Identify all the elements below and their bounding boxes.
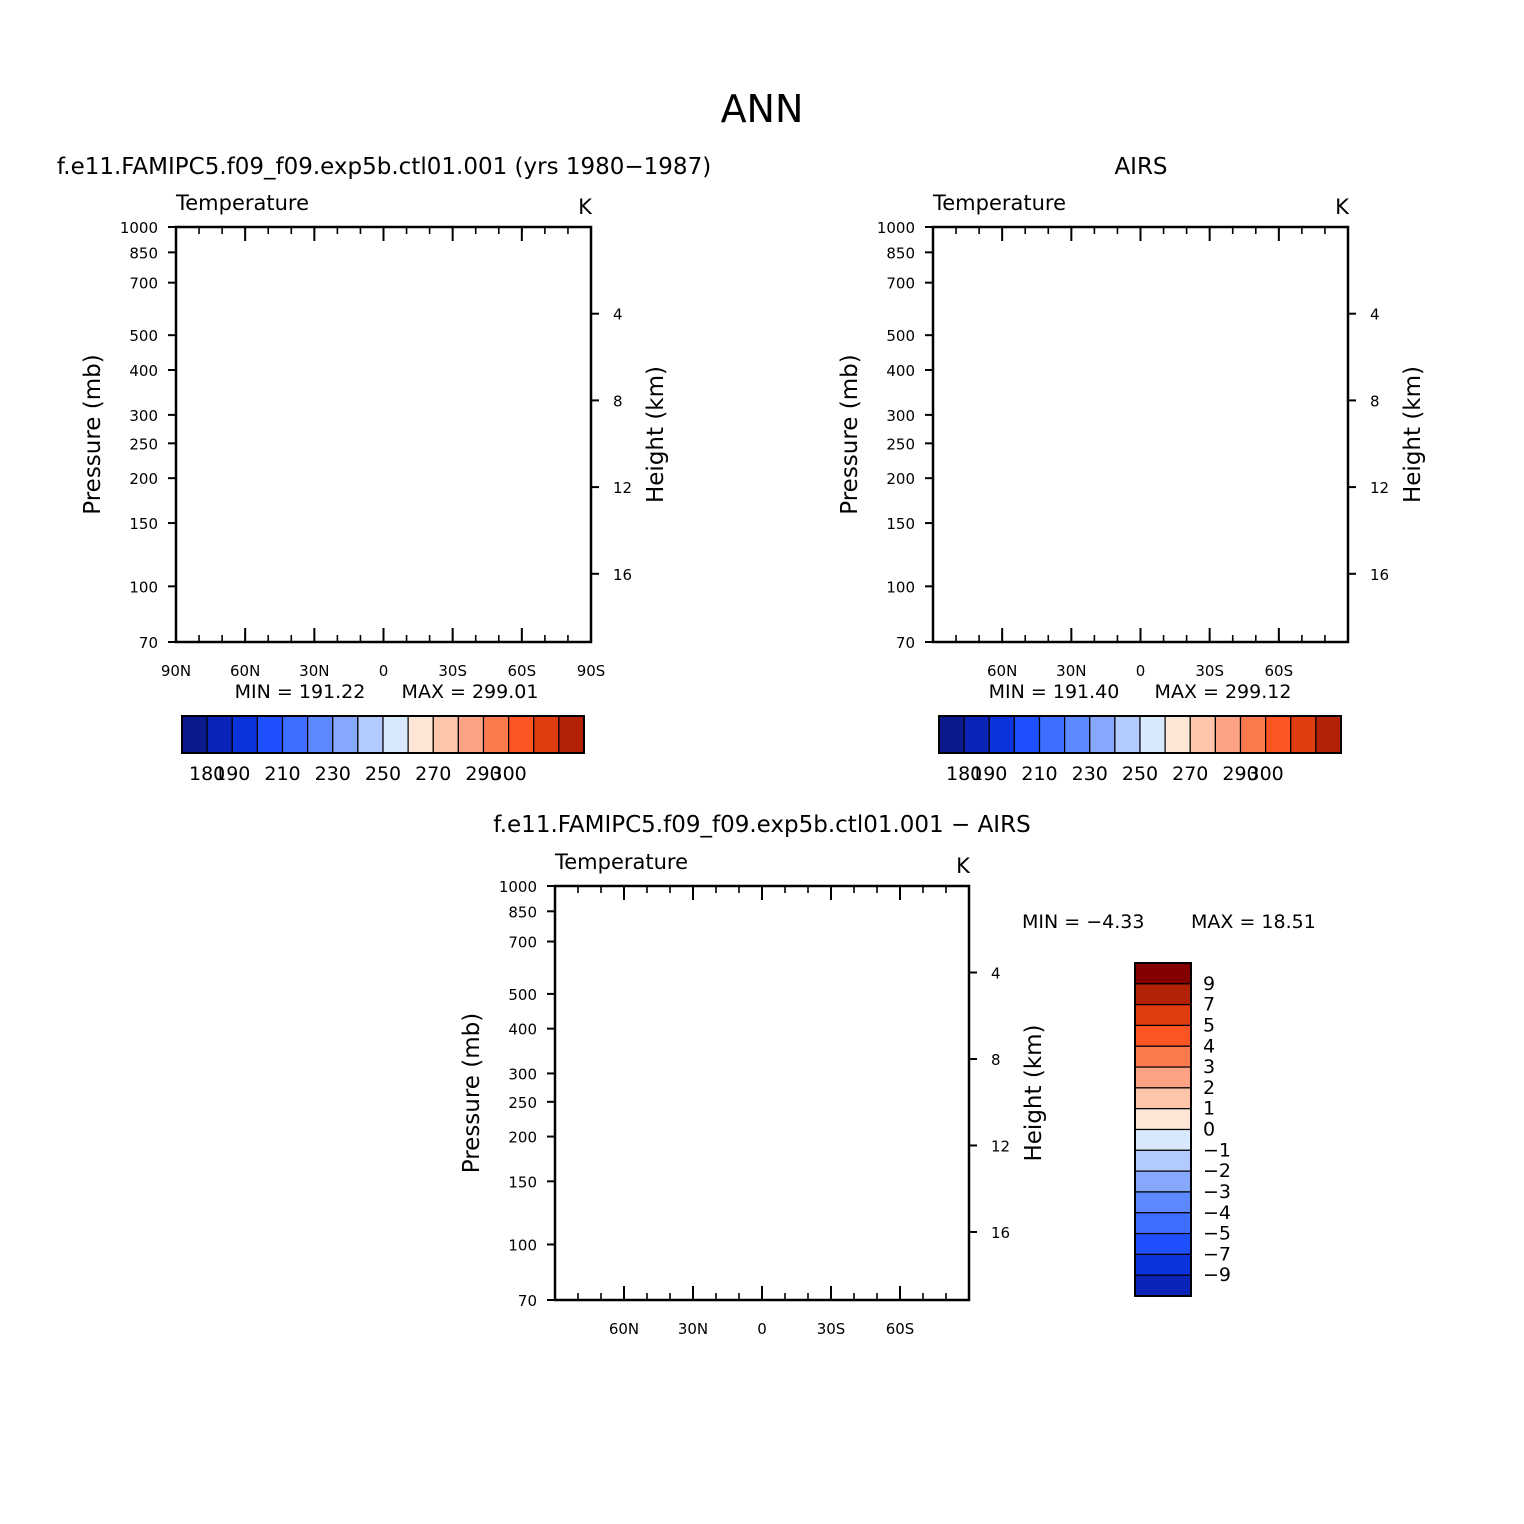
model-units-label: K [578, 195, 593, 219]
model-colorbar-box [382, 715, 409, 754]
model-colorbar-label: 290 [465, 763, 501, 785]
model-y-right-tick-label: 16 [613, 566, 632, 584]
model-y-right-axis-label: Height (km) [643, 366, 669, 503]
panel-obs: 7010015020025030040050070085010001612846… [837, 154, 1426, 785]
model-colorbar-box [432, 715, 459, 754]
model-x-tick-label: 90S [577, 662, 606, 680]
model-max-label: MAX = 299.01 [402, 681, 539, 703]
model-x-tick-label: 90N [161, 662, 191, 680]
model-colorbar-label: 270 [415, 763, 451, 785]
model-x-tick-label: 30N [299, 662, 329, 680]
model-x-tick-label: 0 [379, 662, 389, 680]
model-colorbar-frame [181, 715, 585, 754]
model-colorbar-box [281, 715, 309, 754]
model-colorbar-box [407, 715, 434, 754]
model-colorbar-box [457, 715, 485, 754]
model-y-tick-label: 500 [129, 327, 158, 345]
model-y-tick-label: 850 [129, 244, 158, 262]
model-colorbar-label: 250 [365, 763, 401, 785]
model-y-tick-label: 1000 [120, 219, 158, 237]
model-colorbar-label: 230 [315, 763, 351, 785]
model-colorbar-box [508, 715, 535, 754]
model-colorbar-box [482, 715, 510, 754]
model-y-tick-label: 700 [129, 275, 158, 293]
model-colorbar-label: 190 [214, 763, 250, 785]
model-colorbar-box [256, 715, 284, 754]
model-y-tick-label: 200 [129, 470, 158, 488]
model-x-tick-label: 60S [508, 662, 537, 680]
model-missing-data-mask [503, 216, 591, 227]
model-colorbar-box [206, 715, 233, 754]
model-y-tick-label: 100 [129, 578, 158, 596]
model-colorbar-label: 300 [490, 763, 526, 785]
model-colorbar-box [231, 715, 258, 754]
model-variable-label: Temperature [175, 191, 309, 215]
model-plot-area [503, 216, 591, 227]
model-colorbar-box [357, 715, 384, 754]
model-colorbar-label: 210 [264, 763, 300, 785]
model-colorbar-box [181, 715, 208, 754]
model-x-tick-label: 60N [230, 662, 260, 680]
model-title: f.e11.FAMIPC5.f09_f09.exp5b.ctl01.001 (y… [57, 154, 711, 180]
model-colorbar-label: 180 [189, 763, 225, 785]
model-y-tick-label: 70 [139, 634, 158, 652]
model-y-tick-label: 400 [129, 362, 158, 380]
model-colorbar-box [533, 715, 560, 754]
model-y-right-tick-label: 4 [613, 306, 623, 324]
model-y-right-tick-label: 12 [613, 479, 632, 497]
model-colorbar-box [307, 715, 334, 754]
model-y-tick-label: 300 [129, 407, 158, 425]
model-y-tick-label: 250 [129, 435, 158, 453]
model-colorbar-box [558, 715, 585, 754]
model-y-right-tick-label: 8 [613, 392, 623, 410]
panel-model: 70 100 150 200 250 300 400 500 700 850 1000 16 12 8 4 9… [57, 154, 711, 785]
model-x-tick-label: 30S [438, 662, 467, 680]
model-y-axis-label: Pressure (mb) [80, 354, 106, 514]
model-frame [174, 225, 593, 644]
model-y-tick-label: 150 [129, 515, 158, 533]
model-colorbar-box [332, 715, 359, 754]
page-title: ANN [721, 87, 804, 131]
model-min-label: MIN = 191.22 [235, 681, 366, 703]
